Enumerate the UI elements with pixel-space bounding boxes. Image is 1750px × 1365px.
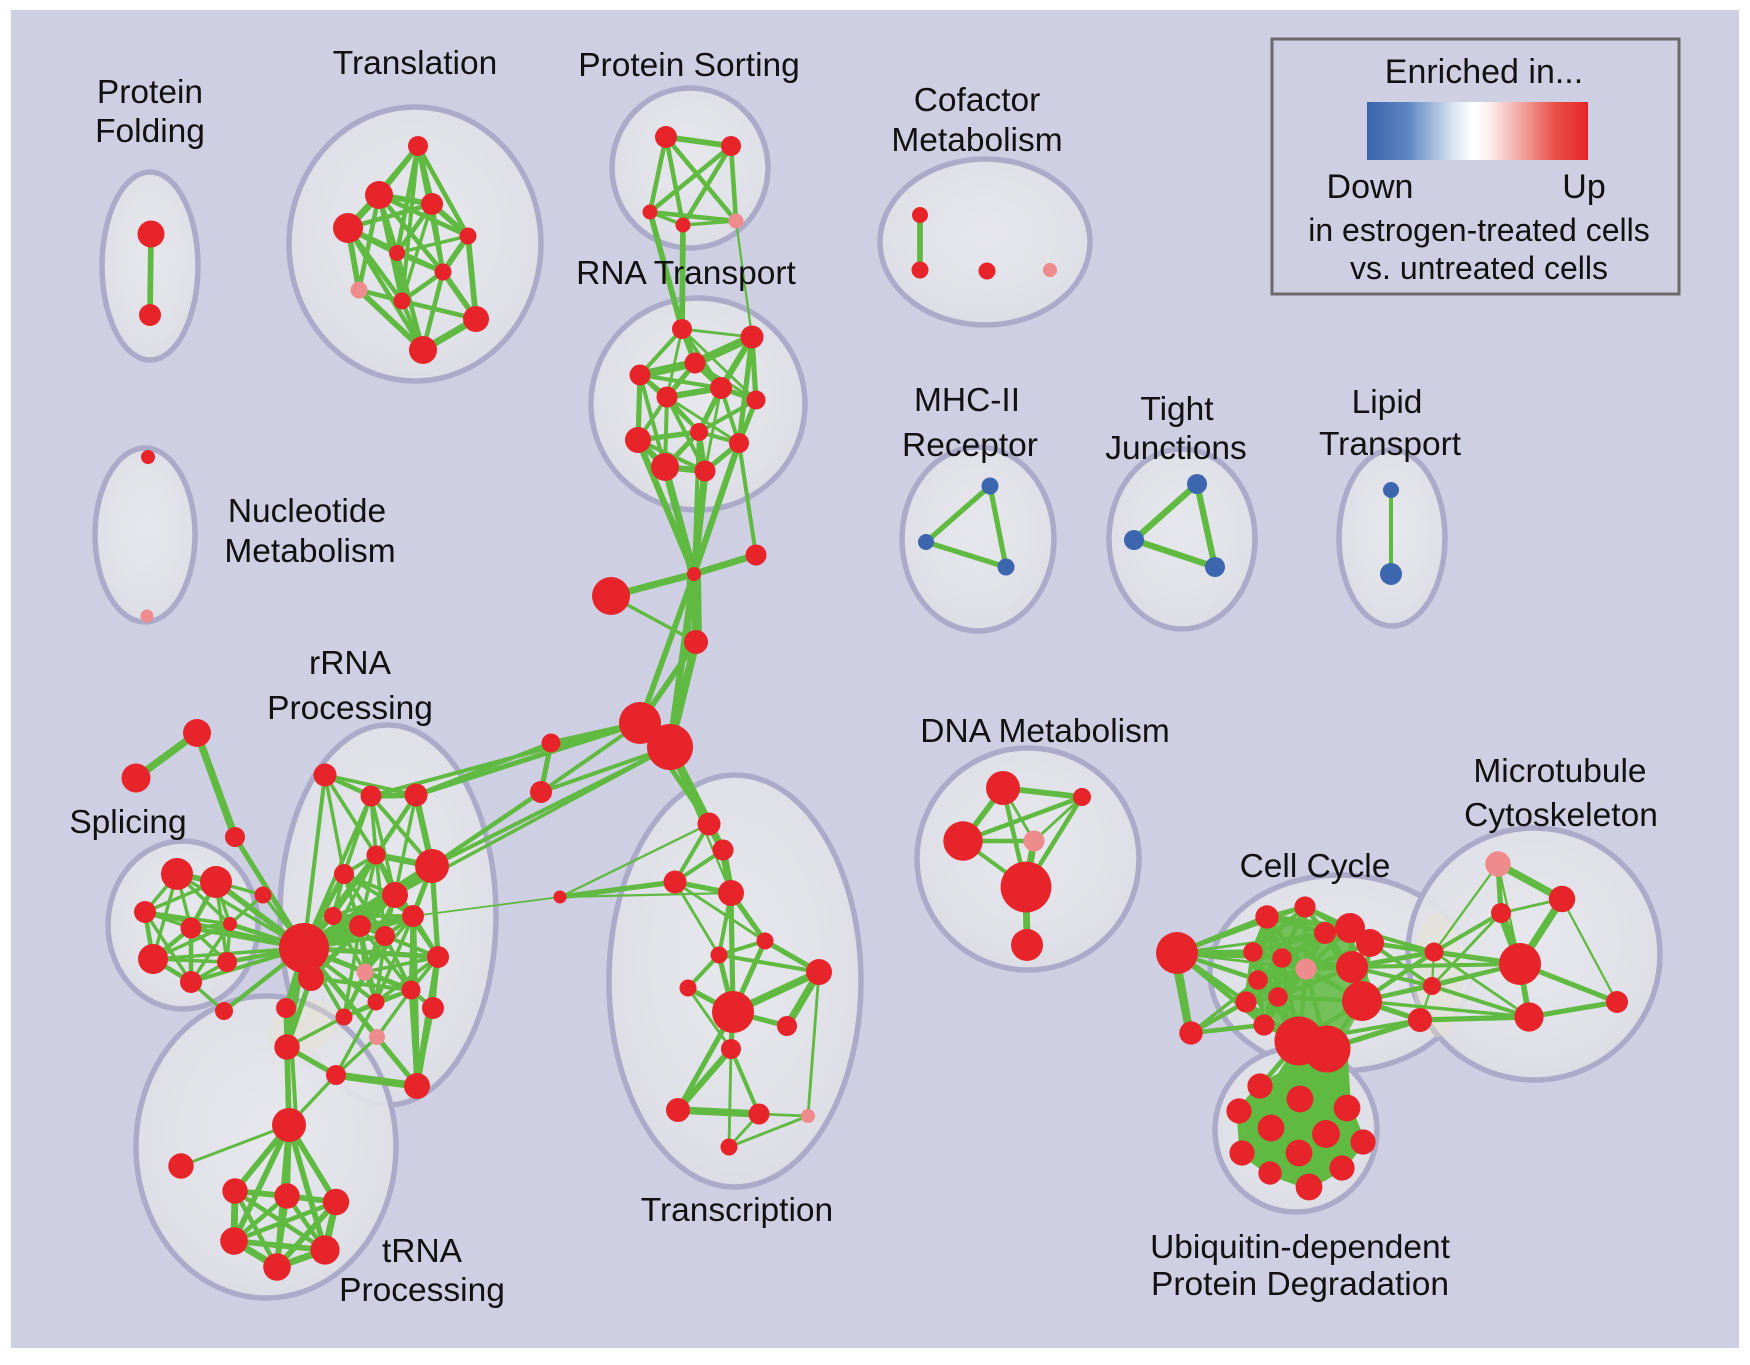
svg-text:Transcription: Transcription (641, 1192, 833, 1229)
svg-text:Protein Degradation: Protein Degradation (1151, 1266, 1449, 1303)
svg-text:Cytoskeleton: Cytoskeleton (1464, 797, 1658, 834)
svg-text:Receptor: Receptor (902, 427, 1038, 464)
svg-text:Protein: Protein (97, 74, 203, 111)
svg-text:rRNA: rRNA (309, 645, 392, 682)
svg-text:Cofactor: Cofactor (914, 82, 1041, 119)
svg-text:Microtubule: Microtubule (1473, 753, 1646, 790)
svg-text:in estrogen-treated cells: in estrogen-treated cells (1308, 212, 1650, 248)
svg-text:Processing: Processing (339, 1272, 505, 1309)
svg-text:Transport: Transport (1319, 426, 1462, 463)
svg-text:Ubiquitin-dependent: Ubiquitin-dependent (1150, 1229, 1451, 1266)
svg-text:vs. untreated cells: vs. untreated cells (1350, 250, 1608, 286)
svg-text:Protein Sorting: Protein Sorting (578, 47, 800, 84)
svg-text:Up: Up (1562, 168, 1605, 206)
svg-text:Metabolism: Metabolism (224, 533, 395, 570)
svg-text:Folding: Folding (95, 113, 205, 150)
svg-text:Splicing: Splicing (69, 804, 186, 841)
svg-text:Enriched in...: Enriched in... (1385, 53, 1583, 91)
svg-text:Down: Down (1327, 168, 1414, 206)
svg-text:DNA Metabolism: DNA Metabolism (920, 713, 1169, 750)
svg-text:Junctions: Junctions (1105, 430, 1247, 467)
svg-text:Tight: Tight (1140, 391, 1214, 428)
svg-text:Translation: Translation (333, 45, 497, 82)
svg-text:Cell Cycle: Cell Cycle (1240, 848, 1391, 885)
svg-text:Metabolism: Metabolism (891, 122, 1062, 159)
svg-text:tRNA: tRNA (382, 1233, 463, 1270)
svg-text:Nucleotide: Nucleotide (228, 493, 386, 530)
svg-text:RNA Transport: RNA Transport (576, 255, 796, 292)
svg-text:MHC-II: MHC-II (914, 382, 1020, 419)
svg-text:Processing: Processing (267, 690, 433, 727)
svg-text:Lipid: Lipid (1352, 384, 1423, 421)
